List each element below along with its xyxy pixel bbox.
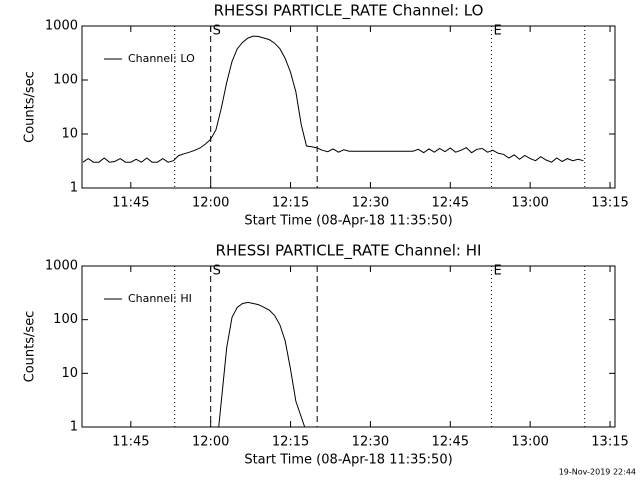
marker-label: E [494,24,502,39]
y-tick-label: 1 [70,181,78,196]
x-tick-label: 12:45 [432,196,469,211]
x-tick-label: 12:15 [272,435,309,450]
footer: 19-Nov-2019 22:44 [559,468,636,477]
data-line [218,301,306,427]
plot-frame [81,25,616,189]
x-tick-label: 12:30 [352,435,389,450]
y-tick-label: 10 [61,366,78,381]
x-tick-label: 11:45 [112,435,149,450]
x-tick-label: 13:00 [511,196,548,211]
data-line [82,35,584,163]
x-tick-label: 12:30 [352,196,389,211]
x-tick-label: 12:45 [432,435,469,450]
y-tick-label: 1000 [45,259,78,274]
plot-frame [81,265,616,428]
chart-title: RHESSI PARTICLE_RATE Channel: LO [214,2,484,21]
y-axis-label: Counts/sec [23,311,38,383]
legend-label: Channel: LO [128,52,195,65]
x-tick-label: 12:00 [192,435,229,450]
marker-label: S [213,264,221,279]
y-tick-label: 100 [53,73,78,88]
chart-title: RHESSI PARTICLE_RATE Channel: HI [216,242,482,261]
legend-label: Channel: HI [128,292,192,305]
x-tick-label: 13:00 [511,435,548,450]
x-tick-label: 11:45 [112,196,149,211]
x-axis-label: Start Time (08-Apr-18 11:35:50) [244,214,452,229]
x-axis-label: Start Time (08-Apr-18 11:35:50) [244,453,452,468]
y-tick-label: 100 [53,312,78,327]
marker-label: E [494,264,502,279]
y-tick-label: 1 [70,420,78,435]
y-tick-label: 10 [61,127,78,142]
x-tick-label: 13:15 [591,435,628,450]
x-tick-label: 13:15 [591,196,628,211]
x-tick-label: 12:00 [192,196,229,211]
marker-label: S [213,24,221,39]
y-axis-label: Counts/sec [23,71,38,143]
x-tick-label: 12:15 [272,196,309,211]
y-tick-label: 1000 [45,19,78,34]
